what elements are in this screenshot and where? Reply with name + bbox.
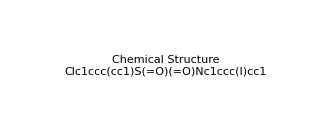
- Text: Chemical Structure
Clc1ccc(cc1)S(=O)(=O)Nc1ccc(I)cc1: Chemical Structure Clc1ccc(cc1)S(=O)(=O)…: [64, 55, 267, 77]
